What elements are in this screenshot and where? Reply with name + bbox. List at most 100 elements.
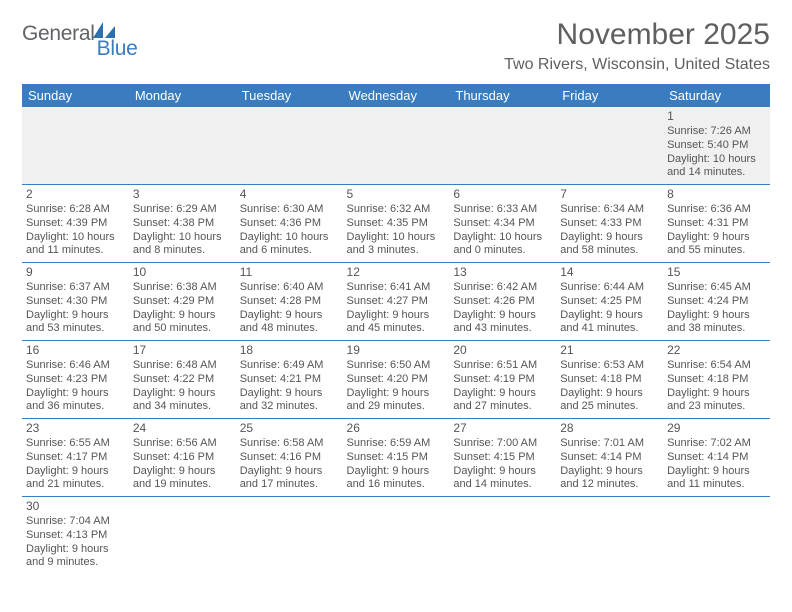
day2-text: and 0 minutes. bbox=[453, 244, 552, 258]
calendar-week-row: 2Sunrise: 6:28 AMSunset: 4:39 PMDaylight… bbox=[22, 185, 770, 263]
day-details: Sunrise: 6:46 AMSunset: 4:23 PMDaylight:… bbox=[26, 359, 125, 414]
col-friday: Friday bbox=[556, 84, 663, 107]
day1-text: Daylight: 9 hours bbox=[560, 309, 659, 323]
day-details: Sunrise: 7:26 AMSunset: 5:40 PMDaylight:… bbox=[667, 125, 766, 180]
day2-text: and 9 minutes. bbox=[26, 556, 125, 570]
sunrise-text: Sunrise: 6:46 AM bbox=[26, 359, 125, 373]
day-details: Sunrise: 6:36 AMSunset: 4:31 PMDaylight:… bbox=[667, 203, 766, 258]
calendar-cell: 13Sunrise: 6:42 AMSunset: 4:26 PMDayligh… bbox=[449, 263, 556, 341]
day2-text: and 23 minutes. bbox=[667, 400, 766, 414]
day2-text: and 53 minutes. bbox=[26, 322, 125, 336]
calendar-cell bbox=[343, 107, 450, 185]
sunset-text: Sunset: 4:18 PM bbox=[667, 373, 766, 387]
day-details: Sunrise: 6:56 AMSunset: 4:16 PMDaylight:… bbox=[133, 437, 232, 492]
sunset-text: Sunset: 4:15 PM bbox=[453, 451, 552, 465]
sunrise-text: Sunrise: 6:36 AM bbox=[667, 203, 766, 217]
day-number: 21 bbox=[560, 343, 659, 358]
day2-text: and 3 minutes. bbox=[347, 244, 446, 258]
sunset-text: Sunset: 4:35 PM bbox=[347, 217, 446, 231]
sunrise-text: Sunrise: 6:42 AM bbox=[453, 281, 552, 295]
day1-text: Daylight: 9 hours bbox=[240, 465, 339, 479]
day1-text: Daylight: 9 hours bbox=[133, 309, 232, 323]
day1-text: Daylight: 10 hours bbox=[26, 231, 125, 245]
day-details: Sunrise: 7:00 AMSunset: 4:15 PMDaylight:… bbox=[453, 437, 552, 492]
day1-text: Daylight: 9 hours bbox=[26, 309, 125, 323]
sunrise-text: Sunrise: 6:54 AM bbox=[667, 359, 766, 373]
day-details: Sunrise: 7:02 AMSunset: 4:14 PMDaylight:… bbox=[667, 437, 766, 492]
day1-text: Daylight: 9 hours bbox=[26, 465, 125, 479]
day1-text: Daylight: 9 hours bbox=[347, 387, 446, 401]
day-number: 5 bbox=[347, 187, 446, 202]
header: General Blue November 2025 Two Rivers, W… bbox=[22, 18, 770, 74]
day2-text: and 29 minutes. bbox=[347, 400, 446, 414]
day2-text: and 17 minutes. bbox=[240, 478, 339, 492]
calendar-cell: 20Sunrise: 6:51 AMSunset: 4:19 PMDayligh… bbox=[449, 341, 556, 419]
calendar-cell bbox=[449, 497, 556, 575]
calendar-cell: 22Sunrise: 6:54 AMSunset: 4:18 PMDayligh… bbox=[663, 341, 770, 419]
day-number: 18 bbox=[240, 343, 339, 358]
day2-text: and 45 minutes. bbox=[347, 322, 446, 336]
day-details: Sunrise: 6:28 AMSunset: 4:39 PMDaylight:… bbox=[26, 203, 125, 258]
col-saturday: Saturday bbox=[663, 84, 770, 107]
sunset-text: Sunset: 4:24 PM bbox=[667, 295, 766, 309]
day-number: 13 bbox=[453, 265, 552, 280]
day-number: 12 bbox=[347, 265, 446, 280]
day2-text: and 11 minutes. bbox=[667, 478, 766, 492]
day-details: Sunrise: 7:01 AMSunset: 4:14 PMDaylight:… bbox=[560, 437, 659, 492]
day-number: 16 bbox=[26, 343, 125, 358]
day1-text: Daylight: 9 hours bbox=[26, 387, 125, 401]
day1-text: Daylight: 9 hours bbox=[453, 387, 552, 401]
day2-text: and 6 minutes. bbox=[240, 244, 339, 258]
day-number: 6 bbox=[453, 187, 552, 202]
day-number: 4 bbox=[240, 187, 339, 202]
sunset-text: Sunset: 4:14 PM bbox=[667, 451, 766, 465]
calendar-cell: 5Sunrise: 6:32 AMSunset: 4:35 PMDaylight… bbox=[343, 185, 450, 263]
calendar-cell: 14Sunrise: 6:44 AMSunset: 4:25 PMDayligh… bbox=[556, 263, 663, 341]
sunset-text: Sunset: 5:40 PM bbox=[667, 139, 766, 153]
sunrise-text: Sunrise: 7:02 AM bbox=[667, 437, 766, 451]
day-details: Sunrise: 6:37 AMSunset: 4:30 PMDaylight:… bbox=[26, 281, 125, 336]
day1-text: Daylight: 9 hours bbox=[560, 387, 659, 401]
day-number: 25 bbox=[240, 421, 339, 436]
sunrise-text: Sunrise: 6:44 AM bbox=[560, 281, 659, 295]
sunset-text: Sunset: 4:34 PM bbox=[453, 217, 552, 231]
day-details: Sunrise: 6:45 AMSunset: 4:24 PMDaylight:… bbox=[667, 281, 766, 336]
sunset-text: Sunset: 4:14 PM bbox=[560, 451, 659, 465]
day2-text: and 34 minutes. bbox=[133, 400, 232, 414]
calendar-cell: 6Sunrise: 6:33 AMSunset: 4:34 PMDaylight… bbox=[449, 185, 556, 263]
day-details: Sunrise: 6:30 AMSunset: 4:36 PMDaylight:… bbox=[240, 203, 339, 258]
day1-text: Daylight: 10 hours bbox=[133, 231, 232, 245]
day-number: 19 bbox=[347, 343, 446, 358]
sunrise-text: Sunrise: 7:26 AM bbox=[667, 125, 766, 139]
day-details: Sunrise: 6:59 AMSunset: 4:15 PMDaylight:… bbox=[347, 437, 446, 492]
day1-text: Daylight: 9 hours bbox=[347, 465, 446, 479]
day2-text: and 14 minutes. bbox=[667, 166, 766, 180]
day1-text: Daylight: 9 hours bbox=[453, 465, 552, 479]
sunrise-text: Sunrise: 6:38 AM bbox=[133, 281, 232, 295]
calendar-cell: 28Sunrise: 7:01 AMSunset: 4:14 PMDayligh… bbox=[556, 419, 663, 497]
day-details: Sunrise: 6:33 AMSunset: 4:34 PMDaylight:… bbox=[453, 203, 552, 258]
day2-text: and 38 minutes. bbox=[667, 322, 766, 336]
day-details: Sunrise: 6:54 AMSunset: 4:18 PMDaylight:… bbox=[667, 359, 766, 414]
day2-text: and 50 minutes. bbox=[133, 322, 232, 336]
sunset-text: Sunset: 4:39 PM bbox=[26, 217, 125, 231]
day1-text: Daylight: 9 hours bbox=[667, 231, 766, 245]
calendar-cell bbox=[129, 497, 236, 575]
day1-text: Daylight: 9 hours bbox=[240, 309, 339, 323]
sunrise-text: Sunrise: 6:41 AM bbox=[347, 281, 446, 295]
location-subtitle: Two Rivers, Wisconsin, United States bbox=[504, 56, 770, 74]
calendar-cell bbox=[22, 107, 129, 185]
sunrise-text: Sunrise: 6:32 AM bbox=[347, 203, 446, 217]
day1-text: Daylight: 10 hours bbox=[453, 231, 552, 245]
day1-text: Daylight: 9 hours bbox=[347, 309, 446, 323]
sunrise-text: Sunrise: 6:50 AM bbox=[347, 359, 446, 373]
day-number: 3 bbox=[133, 187, 232, 202]
day2-text: and 27 minutes. bbox=[453, 400, 552, 414]
sunrise-text: Sunrise: 6:56 AM bbox=[133, 437, 232, 451]
sunrise-text: Sunrise: 6:59 AM bbox=[347, 437, 446, 451]
calendar-cell: 21Sunrise: 6:53 AMSunset: 4:18 PMDayligh… bbox=[556, 341, 663, 419]
calendar-cell: 12Sunrise: 6:41 AMSunset: 4:27 PMDayligh… bbox=[343, 263, 450, 341]
day-details: Sunrise: 6:29 AMSunset: 4:38 PMDaylight:… bbox=[133, 203, 232, 258]
sunrise-text: Sunrise: 6:48 AM bbox=[133, 359, 232, 373]
logo-text-general: General bbox=[22, 22, 95, 46]
